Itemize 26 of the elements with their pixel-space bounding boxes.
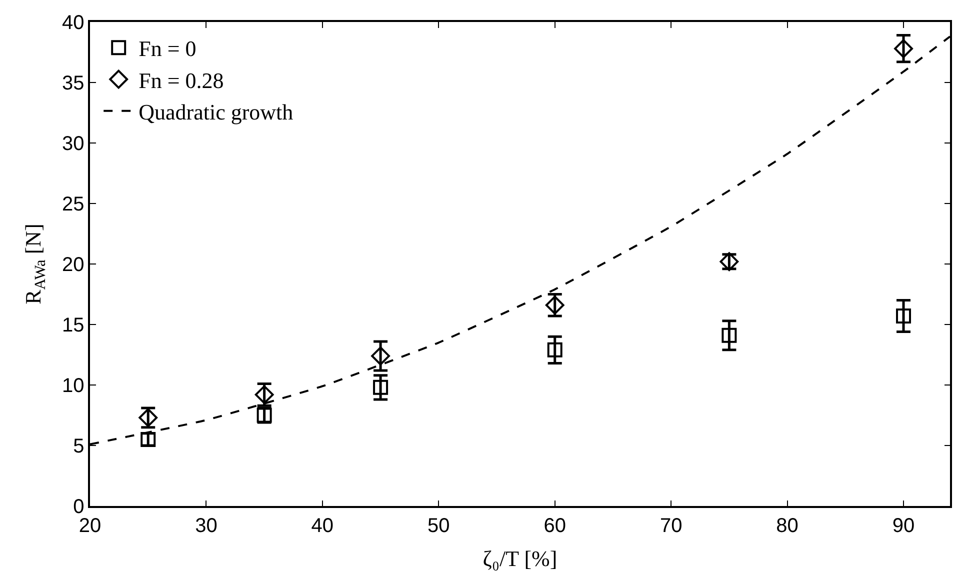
x-axis-title: ζ₀/T [%] — [482, 546, 558, 572]
point — [547, 342, 562, 358]
y-tick-label: 15 — [62, 314, 84, 336]
legend-label: Quadratic growth — [138, 99, 294, 124]
y-tick-label: 25 — [62, 194, 84, 216]
x-tick-label: 80 — [776, 514, 798, 537]
x-tick-label: 30 — [195, 514, 218, 537]
x-tick-label: 50 — [428, 514, 450, 537]
y-tick-label: 10 — [62, 375, 84, 397]
x-tick-label: 70 — [660, 514, 682, 537]
x-tick-label: 40 — [311, 514, 334, 537]
y-tick-label: 35 — [62, 72, 84, 94]
point — [896, 308, 912, 324]
point — [371, 346, 390, 366]
y-tick-label: 0 — [73, 496, 84, 518]
y-tick-label: 40 — [62, 12, 84, 34]
x-tick-label: 90 — [892, 514, 915, 537]
y-tick-label: 5 — [73, 436, 84, 458]
legend-label: Fn = 0.28 — [138, 68, 224, 93]
point — [894, 39, 913, 58]
legend-label: Fn = 0 — [138, 36, 196, 62]
x-tick-label: 60 — [544, 514, 566, 537]
point — [722, 328, 737, 343]
y-tick-label: 30 — [62, 133, 84, 155]
y-tick-label: 20 — [62, 254, 84, 276]
point — [373, 380, 388, 395]
